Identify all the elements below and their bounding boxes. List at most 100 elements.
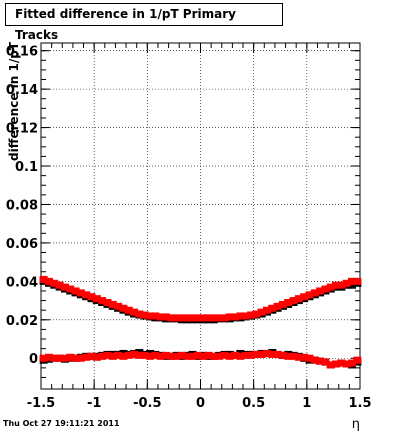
y-tick-label: 0.14 — [6, 83, 38, 98]
data-point — [183, 352, 192, 360]
data-point — [156, 352, 165, 360]
data-point — [87, 293, 96, 301]
data-point — [140, 351, 149, 359]
data-point — [252, 310, 261, 318]
data-point — [199, 314, 208, 322]
data-point — [39, 354, 48, 362]
data-point — [130, 350, 139, 358]
data-point — [278, 300, 287, 308]
data-point — [108, 300, 117, 308]
data-point — [209, 314, 218, 322]
data-point — [135, 351, 144, 359]
data-point — [124, 306, 133, 314]
data-point — [310, 289, 319, 297]
data-point — [199, 352, 208, 360]
data-point — [236, 352, 245, 360]
x-tick-label: -1 — [87, 396, 101, 411]
data-point — [55, 354, 64, 362]
data-point — [348, 359, 357, 367]
data-point — [326, 361, 335, 369]
data-point — [348, 281, 357, 289]
data-point — [188, 352, 197, 360]
chart-title: Fitted difference in 1/pT Primary Tracks — [5, 3, 283, 42]
y-tick-label: 0.12 — [6, 122, 38, 137]
data-point — [220, 351, 229, 359]
data-point — [87, 352, 96, 360]
data-point — [71, 354, 80, 362]
data-point — [294, 353, 303, 361]
data-point — [273, 302, 282, 310]
data-point — [284, 352, 293, 360]
data-point — [60, 354, 69, 362]
data-point — [289, 352, 298, 360]
x-tick-label: -1.5 — [27, 396, 55, 411]
y-tick-label: 0.16 — [6, 45, 38, 60]
data-point — [39, 275, 48, 283]
data-point — [172, 352, 181, 360]
x-tick-label: 0 — [196, 396, 205, 411]
data-point — [172, 314, 181, 322]
data-point — [353, 277, 362, 285]
y-tick-label: 0.1 — [15, 160, 38, 175]
data-point — [353, 356, 362, 364]
data-point — [55, 281, 64, 289]
x-axis-label: η — [352, 417, 360, 432]
data-point — [326, 283, 335, 291]
data-point — [257, 350, 266, 358]
data-point — [167, 314, 176, 322]
data-point — [183, 314, 192, 322]
data-point — [332, 360, 341, 368]
data-point — [66, 285, 75, 293]
data-point — [193, 314, 202, 322]
data-point — [342, 279, 351, 287]
data-point — [348, 277, 357, 285]
x-tick-label: -0.5 — [133, 396, 161, 411]
x-tick-label: 0.5 — [242, 396, 265, 411]
data-point — [82, 291, 91, 299]
data-point — [145, 352, 154, 360]
data-point — [193, 351, 202, 359]
data-point — [241, 351, 250, 359]
data-point — [305, 354, 314, 362]
data-point — [337, 281, 346, 289]
data-point — [316, 287, 325, 295]
data-point — [92, 353, 101, 361]
data-point — [145, 312, 154, 320]
data-point — [300, 353, 309, 361]
data-point — [257, 308, 266, 316]
data-point — [332, 281, 341, 289]
data-point — [124, 351, 133, 359]
data-point — [321, 358, 330, 366]
series-layer — [39, 275, 362, 369]
data-point — [151, 312, 160, 320]
data-point — [161, 351, 170, 359]
data-point — [76, 289, 85, 297]
grid — [40, 43, 361, 389]
data-point — [177, 314, 186, 322]
data-point — [220, 314, 229, 322]
data-point — [262, 306, 271, 314]
data-point — [342, 360, 351, 368]
data-point — [44, 277, 53, 285]
data-point — [215, 314, 224, 322]
data-point — [337, 359, 346, 367]
data-point — [188, 314, 197, 322]
y-tick-label: 0.08 — [6, 198, 38, 213]
data-point — [98, 352, 107, 360]
y-tick-label: 0.06 — [6, 237, 38, 252]
data-point — [161, 313, 170, 321]
data-point — [231, 351, 240, 359]
axis-ticks — [40, 43, 361, 389]
data-point — [60, 283, 69, 291]
data-point — [236, 312, 245, 320]
data-point — [177, 351, 186, 359]
data-point — [310, 356, 319, 364]
data-point — [300, 293, 309, 301]
data-point — [50, 279, 59, 287]
data-point — [262, 349, 271, 357]
data-point — [225, 352, 234, 360]
data-point — [316, 357, 325, 365]
data-point — [98, 297, 107, 305]
data-point — [215, 352, 224, 360]
